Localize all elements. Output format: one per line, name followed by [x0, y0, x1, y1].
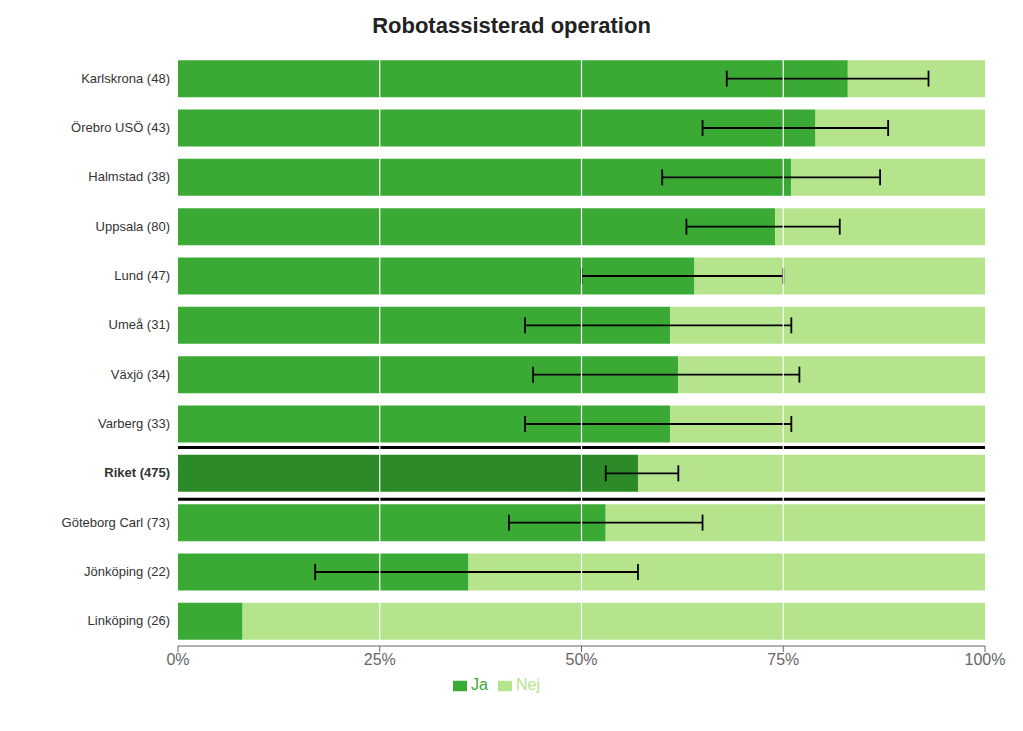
svg-text:Karlskrona (48): Karlskrona (48)	[81, 71, 170, 86]
svg-text:Varberg (33): Varberg (33)	[98, 416, 170, 431]
svg-text:75%: 75%	[767, 651, 799, 668]
svg-text:Göteborg Carl (73): Göteborg Carl (73)	[62, 515, 170, 530]
svg-text:Jönköping (22): Jönköping (22)	[84, 564, 170, 579]
svg-text:Växjö (34): Växjö (34)	[111, 367, 170, 382]
svg-text:100%: 100%	[965, 651, 1006, 668]
svg-text:Umeå (31): Umeå (31)	[109, 317, 170, 332]
svg-text:25%: 25%	[364, 651, 396, 668]
svg-text:Örebro USÖ (43): Örebro USÖ (43)	[71, 120, 170, 135]
svg-text:0%: 0%	[166, 651, 189, 668]
svg-text:Linköping (26): Linköping (26)	[88, 613, 170, 628]
svg-text:Halmstad (38): Halmstad (38)	[88, 169, 170, 184]
html-text:Nej: Nej	[515, 676, 540, 693]
svg-text:Lund (47): Lund (47)	[114, 268, 170, 283]
svg-text:Riket (475): Riket (475)	[104, 465, 170, 480]
svg-text:50%: 50%	[565, 651, 597, 668]
html-text:Ja: Ja	[471, 676, 488, 693]
html-text:Robotassisterad operation: Robotassisterad operation	[372, 13, 651, 38]
svg-text:Uppsala (80): Uppsala (80)	[96, 219, 170, 234]
